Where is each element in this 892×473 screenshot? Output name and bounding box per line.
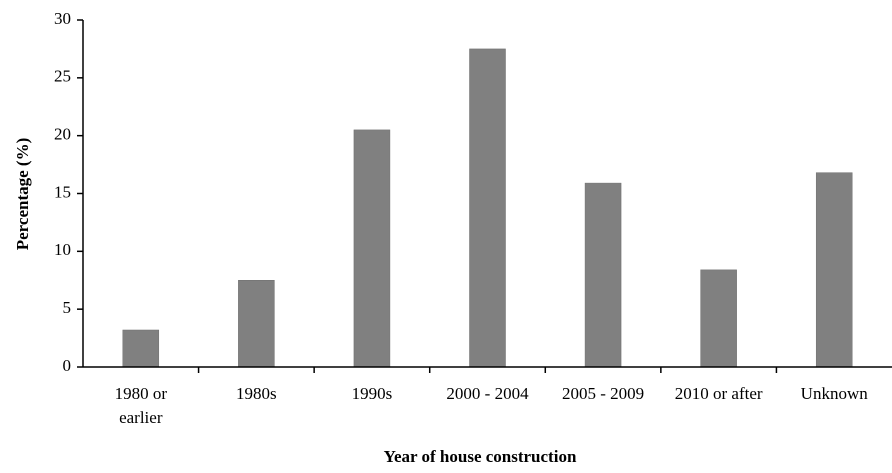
x-tick-label: 1980 or earlier xyxy=(114,384,167,427)
x-tick-label: 2010 or after xyxy=(674,384,763,403)
y-tick-label: 30 xyxy=(54,9,71,28)
y-tick-label: 5 xyxy=(63,298,72,317)
bar xyxy=(238,280,275,368)
bar xyxy=(122,329,160,368)
y-tick-label: 15 xyxy=(54,182,71,201)
bar xyxy=(700,269,737,368)
bar xyxy=(815,172,853,368)
bar xyxy=(584,182,622,368)
y-tick-label: 20 xyxy=(54,125,71,144)
x-tick-label: Unknown xyxy=(800,384,868,403)
y-tick-label: 25 xyxy=(54,67,71,86)
x-tick-label: 2005 - 2009 xyxy=(561,384,645,403)
x-tick-label: 1980s xyxy=(236,384,277,403)
bar xyxy=(469,48,506,368)
x-tick-label: 2000 - 2004 xyxy=(446,384,529,403)
x-tick-label: 1990s xyxy=(351,384,393,403)
bar xyxy=(353,129,391,368)
x-axis-title: Year of house construction xyxy=(384,447,577,466)
y-tick-label: 10 xyxy=(54,240,71,259)
y-tick-label: 0 xyxy=(63,356,72,375)
y-axis-title: Percentage (%) xyxy=(13,138,32,251)
